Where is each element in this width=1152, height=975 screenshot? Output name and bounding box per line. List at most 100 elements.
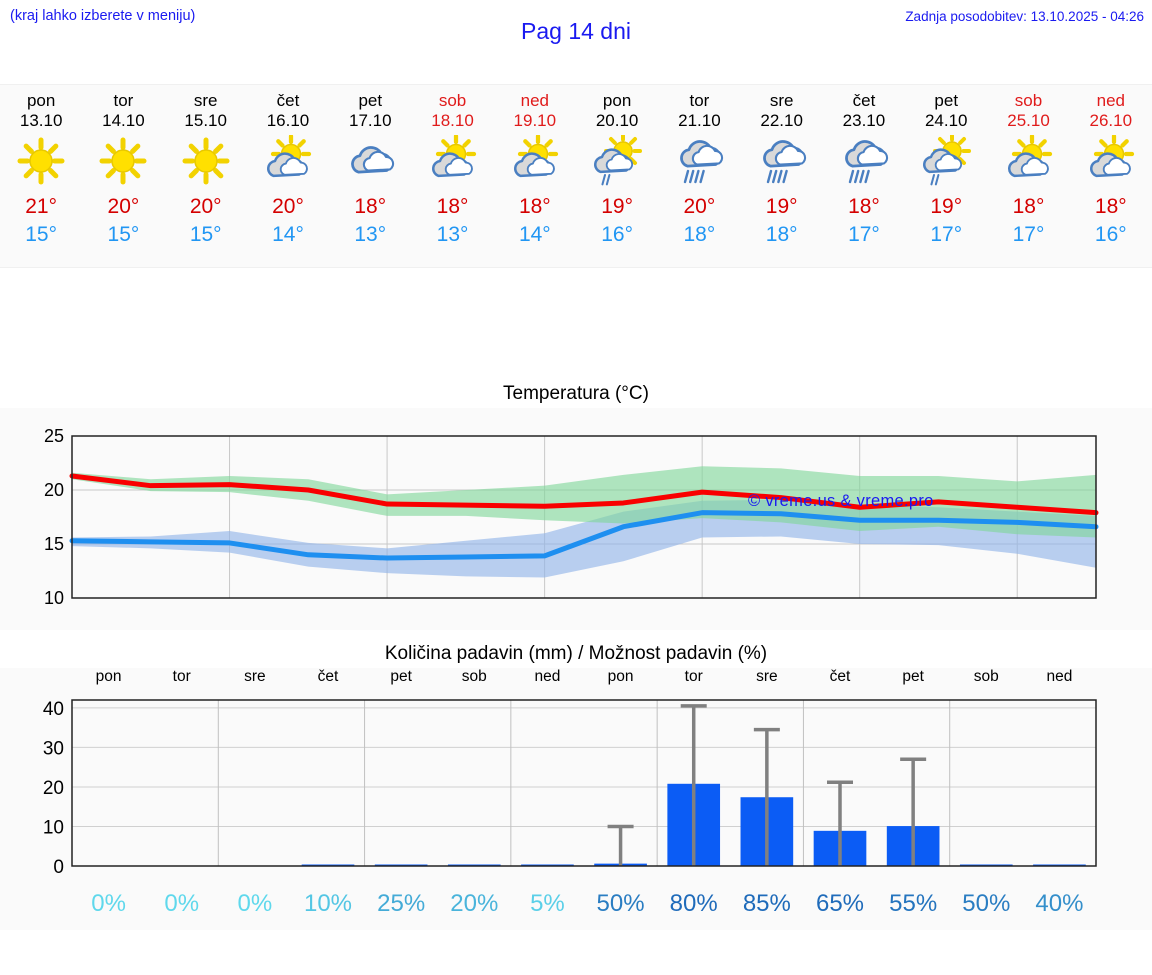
- precipitation-day-label: pet: [390, 668, 412, 685]
- day-temp-max: 20°: [272, 195, 304, 218]
- day-temp-max: 18°: [354, 195, 387, 218]
- precipitation-probability-label: 80%: [669, 890, 718, 917]
- sun-icon: [178, 133, 234, 189]
- precipitation-probability-row: 0% 0% 0% 10% 25% 20% 5% 50% 80% 85% 65% 55% 50% 40%: [0, 890, 1152, 930]
- day-date: 18.10: [431, 111, 474, 130]
- day-temp-min: 18°: [683, 223, 716, 246]
- precipitation-day-label: pon: [95, 668, 122, 685]
- day-temp-min: 18°: [765, 223, 798, 246]
- forecast-day-column: sob 25.10 18° 17°: [987, 85, 1069, 267]
- temperature-plot: 10 15 20 25: [44, 426, 1099, 608]
- day-temp-max: 18°: [848, 195, 880, 218]
- svg-text:0: 0: [53, 857, 64, 878]
- precipitation-chart: Količina padavin (mm) / Možnost padavin …: [0, 642, 1152, 942]
- day-temp-max: 20°: [189, 195, 222, 218]
- day-date: 15.10: [184, 111, 227, 130]
- day-date: 26.10: [1089, 111, 1133, 130]
- day-temp-max: 20°: [683, 195, 716, 218]
- precipitation-day-label: čet: [829, 668, 851, 685]
- day-temp-min: 16°: [1094, 223, 1127, 246]
- day-temp-max: 19°: [765, 195, 798, 218]
- forecast-day-column: sre 15.10 20° 15°: [165, 85, 247, 267]
- day-date: 13.10: [19, 111, 63, 130]
- precipitation-day-label: sob: [973, 668, 999, 685]
- sun-cloud-rain-icon: [918, 133, 974, 189]
- day-name: sre: [193, 91, 218, 110]
- day-name: ned: [1096, 91, 1125, 110]
- forecast-strip: pon 13.10 21° 15° tor 14.10 20° 15° sre 15.10 20° 1…: [0, 84, 1152, 268]
- svg-text:20: 20: [43, 778, 64, 799]
- forecast-day-column: pet 24.10 19° 17°: [905, 85, 987, 267]
- day-name: čet: [852, 91, 876, 110]
- day-temp-min: 17°: [848, 223, 880, 246]
- temperature-chart-title: Temperatura (°C): [503, 383, 649, 404]
- temperature-chart: Temperatura (°C) 10 15 20 25 © vreme.us & v…: [0, 382, 1152, 630]
- forecast-day-column: pet 17.10 18° 13°: [329, 85, 411, 267]
- day-temp-min: 14°: [518, 223, 551, 246]
- day-date: 17.10: [348, 111, 392, 130]
- page-title: Pag 14 dni: [521, 18, 631, 44]
- precipitation-probability-label: 50%: [596, 890, 645, 917]
- day-name: sob: [438, 91, 467, 110]
- precipitation-day-label: tor: [172, 668, 191, 685]
- precipitation-probability-label: 0%: [164, 890, 200, 917]
- sun-cloud-icon: [507, 133, 563, 189]
- forecast-day-column: ned 26.10 18° 16°: [1070, 85, 1152, 267]
- precipitation-probability-label: 5%: [530, 890, 565, 917]
- precipitation-probability-label: 25%: [377, 890, 426, 917]
- day-date: 23.10: [842, 111, 886, 130]
- day-name: pon: [26, 91, 56, 110]
- day-date: 20.10: [595, 111, 639, 130]
- day-temp-max: 18°: [1012, 195, 1045, 218]
- svg-text:40: 40: [43, 699, 64, 720]
- cloud-rain-icon: [754, 133, 810, 189]
- day-name: sob: [1014, 91, 1043, 110]
- forecast-day-column: ned 19.10 18° 14°: [494, 85, 576, 267]
- cloud-icon: [342, 133, 398, 189]
- precipitation-chart-title: Količina padavin (mm) / Možnost padavin …: [384, 643, 768, 664]
- precipitation-probability-label: 65%: [815, 890, 865, 917]
- last-updated-text: Zadnja posodobitev: 13.10.2025 - 04:26: [905, 9, 1144, 24]
- precipitation-day-label: sre: [244, 668, 266, 685]
- forecast-day-column: sob 18.10 18° 13°: [411, 85, 493, 267]
- day-date: 14.10: [102, 111, 145, 130]
- day-temp-min: 17°: [930, 223, 963, 246]
- day-name: čet: [276, 91, 300, 110]
- day-temp-min: 17°: [1012, 223, 1045, 246]
- forecast-day-column: čet 23.10 18° 17°: [823, 85, 905, 267]
- svg-text:15: 15: [44, 534, 64, 554]
- day-name: tor: [113, 91, 134, 110]
- day-date: 22.10: [760, 111, 803, 130]
- forecast-day-column: pon 20.10 19° 16°: [576, 85, 658, 267]
- precipitation-day-label: ned: [534, 668, 561, 685]
- day-temp-min: 15°: [107, 223, 140, 246]
- precipitation-probability-label: 55%: [889, 890, 938, 917]
- day-temp-max: 19°: [601, 195, 633, 218]
- day-temp-max: 21°: [25, 195, 58, 218]
- precipitation-probability-label: 85%: [742, 890, 791, 917]
- day-temp-max: 18°: [518, 195, 551, 218]
- precipitation-day-label: sre: [756, 668, 778, 685]
- cloud-rain-icon: [836, 133, 892, 189]
- forecast-day-column: tor 21.10 20° 18°: [658, 85, 740, 267]
- precipitation-day-label: sob: [461, 668, 487, 685]
- day-name: sre: [769, 91, 794, 110]
- forecast-day-column: sre 22.10 19° 18°: [741, 85, 823, 267]
- day-temp-max: 19°: [930, 195, 963, 218]
- day-temp-max: 18°: [436, 195, 469, 218]
- page-header: (kraj lahko izberete v meniju) Pag 14 dn…: [0, 0, 1152, 56]
- sun-icon: [95, 133, 151, 189]
- sun-cloud-icon: [1001, 133, 1057, 189]
- cloud-rain-icon: [671, 133, 727, 189]
- day-temp-min: 13°: [436, 223, 469, 246]
- forecast-day-column: pon 13.10 21° 15°: [0, 85, 82, 267]
- svg-text:10: 10: [44, 588, 64, 608]
- day-temp-min: 15°: [25, 223, 58, 246]
- precipitation-probability-label: 0%: [91, 890, 126, 917]
- forecast-day-column: čet 16.10 20° 14°: [247, 85, 329, 267]
- precipitation-plot: 0 10 20 30 40: [43, 699, 1097, 878]
- day-temp-min: 13°: [354, 223, 387, 246]
- day-date: 16.10: [266, 111, 310, 130]
- svg-text:30: 30: [43, 738, 64, 759]
- day-date: 19.10: [513, 111, 557, 130]
